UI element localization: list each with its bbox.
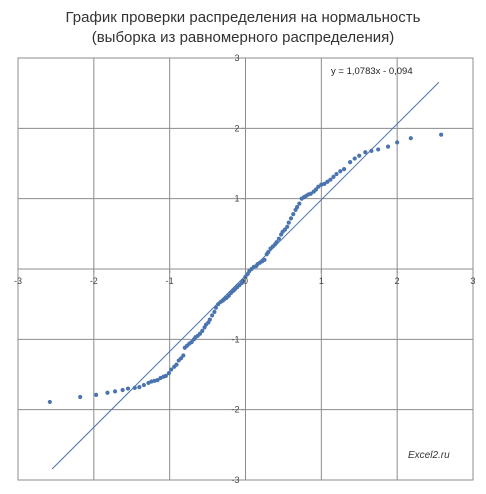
- data-point: [78, 394, 83, 400]
- data-point: [286, 220, 291, 225]
- data-point: [348, 159, 353, 165]
- data-point: [169, 367, 174, 372]
- data-point: [212, 309, 217, 315]
- data-point: [322, 181, 327, 186]
- data-point: [439, 132, 444, 137]
- data-point: [334, 171, 339, 177]
- data-point: [120, 387, 125, 393]
- data-point: [47, 399, 52, 405]
- data-point: [137, 385, 142, 390]
- chart-title-line-1: График проверки распределения на нормаль…: [65, 9, 421, 26]
- x-tick-label: -1: [166, 276, 174, 286]
- data-point: [316, 184, 321, 189]
- data-point: [338, 169, 343, 174]
- data-point: [325, 179, 330, 184]
- data-point: [200, 328, 205, 333]
- data-point: [132, 385, 137, 390]
- data-point: [288, 216, 294, 221]
- data-point: [243, 274, 248, 279]
- data-point: [155, 378, 160, 383]
- data-point: [166, 370, 172, 376]
- x-tick-label: 2: [395, 276, 400, 286]
- data-point: [174, 362, 179, 367]
- data-point: [112, 389, 118, 394]
- x-tick-label: 1: [319, 276, 324, 286]
- data-point: [197, 331, 203, 336]
- y-tick-label: 2: [234, 123, 239, 133]
- data-point: [282, 227, 288, 232]
- data-point: [276, 236, 281, 241]
- y-tick-label: 3: [234, 53, 239, 63]
- data-point: [408, 136, 413, 141]
- data-points: [47, 132, 444, 405]
- data-point: [210, 313, 215, 318]
- data-point: [207, 317, 212, 322]
- trendline-equation: y = 1,0783x - 0,094: [331, 66, 413, 77]
- data-point: [363, 150, 368, 155]
- data-point: [352, 156, 357, 161]
- data-point: [266, 250, 271, 255]
- y-tick-label: -2: [231, 405, 239, 415]
- data-point: [291, 212, 296, 217]
- data-point: [213, 305, 219, 310]
- y-tick-label: -1: [231, 334, 239, 344]
- data-point: [341, 167, 347, 172]
- y-tick-label: 1: [234, 194, 239, 204]
- data-point: [274, 240, 279, 245]
- data-point: [105, 390, 110, 395]
- data-point: [297, 201, 302, 206]
- data-point: [178, 356, 184, 361]
- data-point: [285, 224, 290, 229]
- data-point: [262, 257, 267, 262]
- chart-title: График проверки распределения на нормаль…: [0, 8, 486, 48]
- data-point: [369, 148, 374, 153]
- data-point: [294, 205, 300, 210]
- data-point: [376, 147, 381, 152]
- data-point: [357, 153, 362, 158]
- tick-labels: -3 -2 -1 0 1 2 3 3 2 1 -1 -2 -3: [14, 53, 476, 485]
- data-point: [226, 293, 231, 298]
- data-point: [163, 373, 168, 379]
- data-point: [395, 140, 400, 145]
- data-point: [94, 392, 99, 397]
- axes: [17, 57, 474, 481]
- x-tick-label: 3: [470, 276, 475, 286]
- y-tick-label: -3: [231, 475, 239, 485]
- x-tick-label: -2: [90, 276, 98, 286]
- data-point: [189, 340, 194, 345]
- data-point: [328, 177, 333, 182]
- x-tick-label: 0: [243, 276, 248, 286]
- data-point: [308, 191, 313, 196]
- data-point: [385, 144, 391, 149]
- watermark: Excel2.ru: [408, 450, 450, 461]
- data-point: [241, 278, 246, 284]
- data-point: [331, 174, 336, 179]
- data-point: [313, 187, 319, 192]
- data-point: [181, 353, 186, 358]
- data-point: [141, 382, 146, 388]
- data-point: [125, 386, 131, 391]
- x-tick-label: -3: [14, 276, 22, 286]
- chart-title-line-2: (выборка из равномерного распределения): [91, 29, 395, 46]
